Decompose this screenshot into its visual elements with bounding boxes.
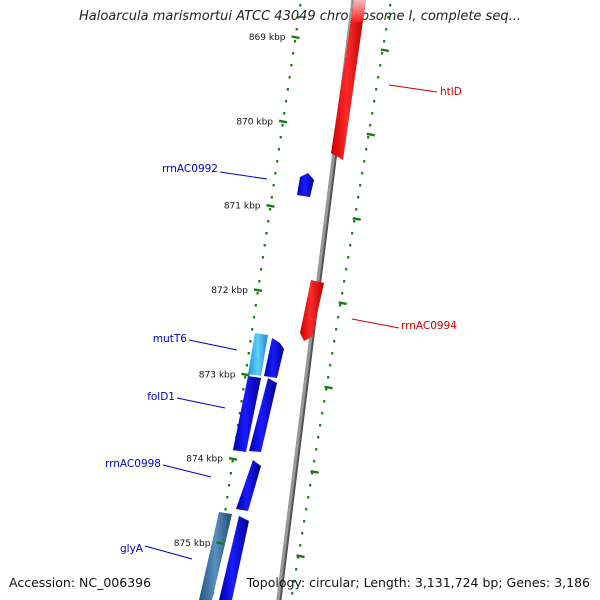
tick-mark (324, 385, 333, 390)
gene-label-mutT6[interactable]: mutT6 (153, 333, 187, 345)
tick-mark (228, 456, 238, 461)
gene-label-rrnAC0992[interactable]: rrnAC0992 (162, 163, 218, 175)
callout-line-mutT6 (188, 339, 238, 351)
gene-callouts: htlD rrnAC0992 rrnAC0994 mutT6 folD1 rrnAC099… (105, 84, 462, 560)
accession-label: Accession: NC_006396 (9, 575, 152, 590)
genome-summary: Topology: circular; Length: 3,131,724 bp… (246, 575, 590, 590)
tick-mark (366, 132, 375, 137)
tick-label: 872 kbp (211, 286, 248, 296)
tick-dots-left (211, 3, 302, 595)
gene-rrnAC0992[interactable] (297, 173, 314, 197)
tick-mark (352, 216, 361, 221)
tick-mark (278, 119, 288, 124)
tick-label: 874 kbp (186, 455, 223, 465)
map-title: Haloarcula marismortui ATCC 43049 chromo… (79, 9, 521, 24)
callout-line-rrnAC0994 (351, 318, 400, 329)
gene-glyA[interactable] (199, 512, 232, 600)
gene-mutT6[interactable] (248, 333, 268, 376)
gene-htlD[interactable] (331, 0, 366, 160)
tick-marks: 869 kbp 870 kbp 871 kbp 872 kbp 873 kbp 874 k… (174, 33, 390, 559)
gene-label-rrnAC0998[interactable]: rrnAC0998 (105, 458, 161, 470)
gene-rrnAC0994[interactable] (300, 280, 324, 341)
tick-label: 873 kbp (199, 370, 236, 380)
tick-label: 870 kbp (236, 117, 273, 127)
tick-dots-right (290, 3, 392, 595)
tick-mark (253, 288, 263, 293)
callout-line-rrnAC0998 (162, 464, 212, 478)
gene-mutT6-neighbor (264, 338, 284, 378)
tick-mark (266, 203, 275, 208)
gene-glyA-neighbor (219, 516, 249, 600)
callout-line-rrnAC0992 (219, 171, 268, 180)
callout-line-folD1 (176, 397, 226, 409)
tick-mark (241, 372, 250, 377)
gene-label-folD1[interactable]: folD1 (147, 391, 175, 403)
gene-htlD-highlight (351, 0, 366, 22)
gene-folD1-neighbor (249, 378, 277, 452)
callout-line-htlD (388, 84, 438, 93)
tick-label: 871 kbp (224, 202, 261, 212)
gene-rrnAC0998[interactable] (236, 460, 261, 511)
tick-label: 869 kbp (249, 33, 286, 43)
gene-shapes (199, 0, 366, 600)
gene-folD1[interactable] (233, 376, 261, 452)
tick-mark (216, 541, 225, 546)
tick-mark (310, 469, 319, 474)
callout-line-glyA (144, 545, 193, 560)
tick-label: 875 kbp (174, 539, 211, 549)
tick-mark (296, 554, 305, 559)
tick-mark (338, 301, 347, 306)
gene-label-rrnAC0994[interactable]: rrnAC0994 (401, 320, 457, 332)
tick-mark (380, 48, 390, 53)
tick-mark (291, 35, 300, 40)
gene-label-htlD[interactable]: htlD (440, 86, 462, 98)
gene-label-glyA[interactable]: glyA (120, 543, 144, 555)
